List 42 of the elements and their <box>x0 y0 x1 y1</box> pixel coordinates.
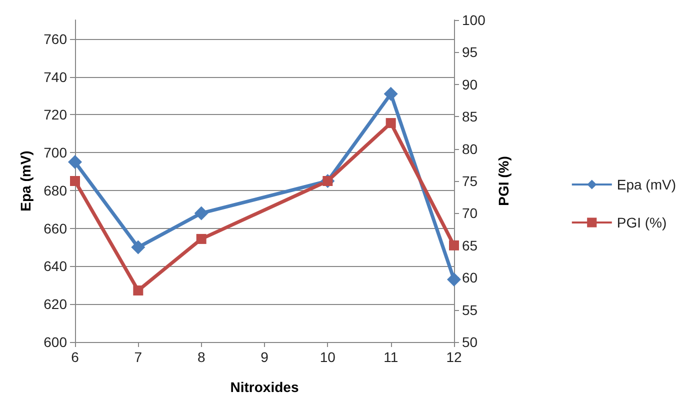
x-axis-title: Nitroxides <box>230 379 299 395</box>
y2-tick-label: 65 <box>462 237 478 254</box>
y-tick-label: 680 <box>44 182 68 198</box>
x-tick-label: 12 <box>446 349 462 365</box>
y-tick-label: 660 <box>44 220 68 236</box>
y2-axis-title: PGI (%) <box>495 156 512 206</box>
legend-label: PGI (%) <box>616 214 667 230</box>
y-tick-label: 760 <box>44 30 68 47</box>
y2-tick-label: 90 <box>462 76 478 92</box>
y2-tick-label: 95 <box>462 44 478 60</box>
y-tick-label: 620 <box>44 296 68 312</box>
point <box>447 272 461 286</box>
y2-tick-label: 50 <box>462 334 478 350</box>
point <box>133 285 144 296</box>
y2-tick-label: 100 <box>462 12 486 28</box>
x-tick-label: 11 <box>384 349 398 365</box>
x-tick-label: 6 <box>71 349 80 365</box>
x-tick-label: 7 <box>134 349 142 365</box>
legend-label: Epa (mV) <box>616 176 676 192</box>
y-tick-label: 720 <box>44 106 68 123</box>
y2-tick-label: 55 <box>462 302 478 318</box>
y2-tick-label: 70 <box>462 205 478 222</box>
y-axis-title: Epa (mV) <box>18 150 34 212</box>
point <box>68 155 82 170</box>
point <box>449 240 459 250</box>
x-tick-label: 9 <box>260 349 269 365</box>
y2-tick-label: 85 <box>462 108 478 125</box>
y-tick-label: 600 <box>44 334 68 350</box>
y2-tick-label: 75 <box>462 173 478 189</box>
y2-tick-label: 80 <box>462 140 478 157</box>
y-tick-label: 740 <box>44 68 68 85</box>
x-tick-label: 10 <box>320 349 336 365</box>
point <box>194 206 208 220</box>
point <box>131 240 146 254</box>
point <box>70 176 80 186</box>
x-tick-label: 8 <box>197 349 206 365</box>
y-tick-label: 700 <box>44 144 68 161</box>
point <box>196 234 206 244</box>
y-tick-label: 640 <box>44 258 68 274</box>
y2-tick-label: 60 <box>462 270 478 286</box>
point <box>384 86 398 101</box>
point <box>386 118 396 128</box>
